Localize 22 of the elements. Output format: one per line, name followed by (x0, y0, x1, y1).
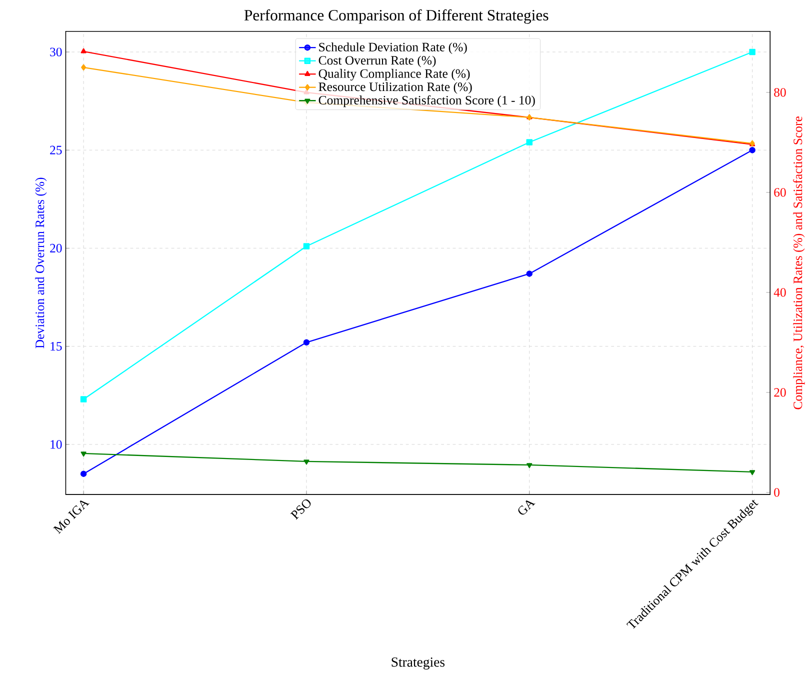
x-tick-label: PSO (290, 499, 311, 520)
y-tick-label: 20 (50, 244, 62, 253)
y2-tick-label: 20 (774, 388, 786, 397)
legend-label: Cost Overrun Rate (%) (318, 56, 436, 68)
y2-tick-label: 60 (774, 188, 786, 197)
y2-tick-label: 80 (774, 88, 786, 97)
legend-label: Quality Compliance Rate (%) (318, 68, 470, 81)
y-tick-label: 10 (50, 440, 62, 449)
x-tick-label: Mo IGA (53, 500, 90, 534)
y-tick-label: 15 (50, 342, 62, 351)
x-tick-label: GA (518, 500, 536, 515)
legend-label: Schedule Deviation Rate (%) (319, 42, 467, 54)
x-axis-title: Strategies (392, 657, 445, 670)
legend-label: Resource Utilization Rate (%) (318, 82, 472, 94)
y2-tick-label: 0 (774, 488, 780, 497)
y-axis-title: Deviation and Overrun Rates (%) (35, 178, 47, 348)
legend-label: Comprehensive Satisfaction Score (1 - 10) (318, 95, 535, 108)
chart-title: Performance Comparison of Different Strategies (244, 9, 548, 24)
y2-axis-title: Compliance, Utilization Rates (%) and Satisfaction Score (793, 116, 805, 410)
y2-tick-label: 40 (774, 288, 786, 297)
y-tick-label: 25 (50, 146, 62, 154)
y-tick-label: 30 (50, 48, 62, 56)
